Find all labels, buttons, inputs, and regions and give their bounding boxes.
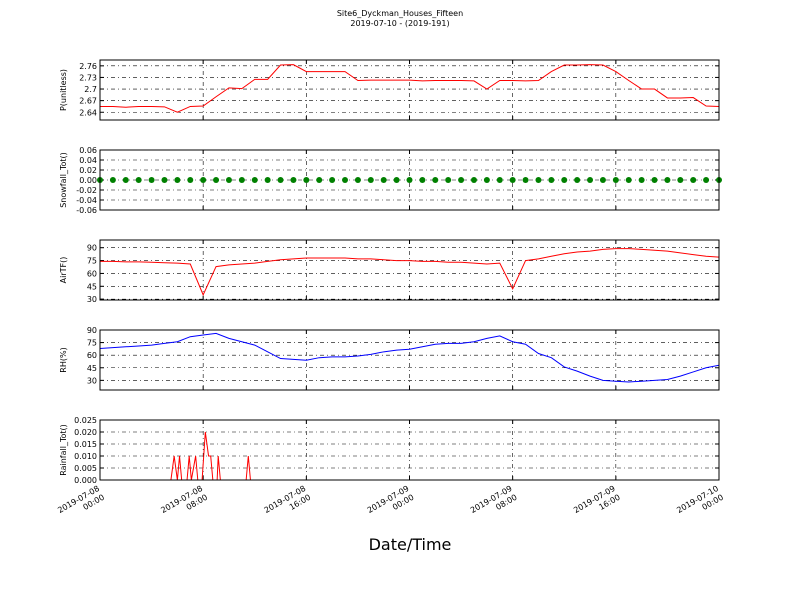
data-point (406, 177, 413, 183)
data-point (187, 177, 194, 183)
data-line (100, 64, 720, 113)
data-point (264, 177, 271, 183)
data-point (432, 177, 439, 183)
data-point (122, 177, 129, 183)
y-tick-label: 0.005 (74, 464, 97, 473)
y-tick-label: 60 (87, 269, 97, 278)
y-tick-label: -0.06 (76, 206, 97, 215)
data-line (100, 248, 720, 297)
y-tick-label: 0.02 (79, 166, 97, 175)
y-axis-label: P(unitless) (59, 69, 68, 111)
data-point (316, 177, 323, 183)
y-tick-label: 0.010 (74, 452, 97, 461)
y-tick-label: 2.73 (79, 73, 97, 82)
plot-frame (99, 419, 720, 481)
data-point (445, 177, 452, 183)
data-point (135, 177, 142, 183)
y-tick-label: 45 (87, 282, 97, 291)
data-point (109, 177, 116, 183)
data-point (651, 177, 658, 183)
data-point (148, 177, 155, 183)
data-point (213, 177, 220, 183)
data-point (522, 177, 529, 183)
data-point (496, 177, 503, 183)
y-tick-label: 2.64 (79, 108, 97, 117)
data-point (354, 177, 361, 183)
plot-frame (99, 59, 720, 121)
data-point (419, 177, 426, 183)
data-point (677, 177, 684, 183)
chart-title: Site6_Dyckman_Houses_Fifteen (337, 9, 463, 18)
y-tick-label: 60 (87, 351, 97, 360)
data-point (290, 177, 297, 183)
x-tick-label: 2019-07-0908:00 (469, 484, 519, 524)
y-axis-label: Snowfall_Tot() (59, 152, 68, 208)
chart-subtitle: 2019-07-10 - (2019-191) (350, 19, 449, 28)
data-point (690, 177, 697, 183)
data-point (367, 177, 374, 183)
data-point (535, 177, 542, 183)
y-axis-label: Rainfall_Tot() (59, 424, 68, 476)
data-point (200, 177, 207, 183)
y-tick-label: 75 (87, 257, 97, 266)
data-point (509, 177, 516, 183)
y-axis-label: RH(%) (59, 347, 68, 372)
y-tick-label: 90 (87, 326, 97, 335)
data-point (380, 177, 387, 183)
y-tick-label: 2.76 (79, 62, 97, 71)
y-tick-label: 2.67 (79, 97, 97, 106)
y-tick-label: 0.00 (79, 176, 97, 185)
data-point (548, 177, 555, 183)
data-point (174, 177, 181, 183)
data-point (599, 177, 606, 183)
y-tick-label: -0.04 (76, 196, 97, 205)
data-point (303, 177, 310, 183)
data-point (625, 177, 632, 183)
data-point (329, 177, 336, 183)
data-point (638, 177, 645, 183)
x-tick-label: 2019-07-0816:00 (263, 484, 313, 524)
plot-frame (99, 329, 720, 391)
data-point (703, 177, 710, 183)
x-axis-label: Date/Time (369, 535, 452, 554)
y-tick-label: 30 (87, 376, 97, 385)
y-tick-label: 90 (87, 244, 97, 253)
y-tick-label: 0.06 (79, 146, 97, 155)
y-tick-label: 0.000 (74, 476, 97, 485)
x-tick-label: 2019-07-0808:00 (159, 484, 209, 524)
y-tick-label: -0.02 (76, 186, 97, 195)
plot-frame (99, 239, 720, 301)
data-point (612, 177, 619, 183)
y-axis-label: AirTF() (59, 257, 68, 284)
y-tick-label: 0.04 (79, 156, 97, 165)
y-tick-label: 0.015 (74, 440, 97, 449)
data-point (342, 177, 349, 183)
y-tick-label: 45 (87, 364, 97, 373)
y-tick-label: 2.7 (84, 85, 97, 94)
y-tick-label: 75 (87, 339, 97, 348)
data-point (238, 177, 245, 183)
data-point (277, 177, 284, 183)
y-tick-label: 0.025 (74, 416, 97, 425)
data-point (225, 177, 232, 183)
x-tick-label: 2019-07-0800:00 (56, 484, 106, 524)
data-point (561, 177, 568, 183)
data-point (251, 177, 258, 183)
data-point (664, 177, 671, 183)
data-point (483, 177, 490, 183)
data-point (161, 177, 168, 183)
data-point (393, 177, 400, 183)
x-tick-label: 2019-07-1000:00 (675, 484, 725, 524)
data-point (458, 177, 465, 183)
plot-frame (99, 149, 720, 211)
x-tick-label: 2019-07-0916:00 (572, 484, 622, 524)
y-tick-label: 30 (87, 295, 97, 304)
data-point (587, 177, 594, 183)
data-line (99, 332, 720, 383)
x-tick-label: 2019-07-0900:00 (366, 484, 416, 524)
data-point (574, 177, 581, 183)
y-tick-label: 0.020 (74, 428, 97, 437)
data-point (470, 177, 477, 183)
